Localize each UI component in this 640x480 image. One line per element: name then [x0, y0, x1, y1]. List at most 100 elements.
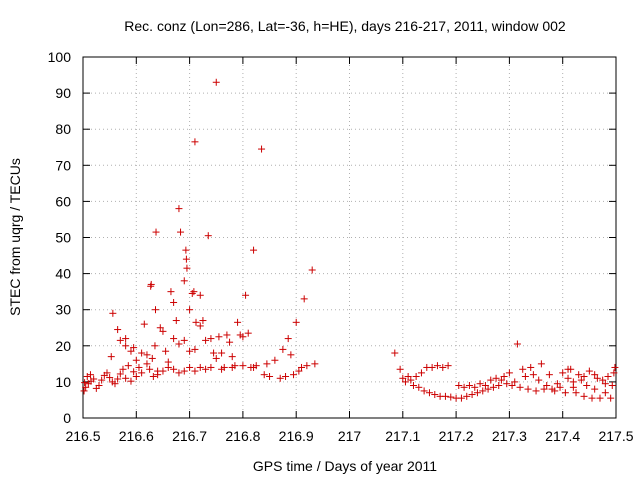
- data-point-marker: [191, 345, 199, 353]
- data-point-marker: [551, 387, 559, 395]
- data-point-marker: [119, 365, 127, 373]
- data-point-marker: [396, 365, 404, 373]
- data-point-marker: [599, 376, 607, 384]
- data-point-marker: [239, 333, 247, 341]
- data-point-marker: [151, 342, 159, 350]
- data-point-marker: [601, 380, 609, 388]
- data-point-marker: [182, 246, 190, 254]
- data-point-marker: [124, 362, 132, 370]
- x-tick-label: 216.8: [225, 428, 260, 444]
- data-point-marker: [138, 349, 146, 357]
- data-point-marker: [460, 383, 468, 391]
- data-point-marker: [82, 383, 90, 391]
- data-point-marker: [250, 246, 258, 254]
- data-point-marker: [417, 369, 425, 377]
- data-points: [80, 78, 619, 402]
- data-point-marker: [535, 376, 543, 384]
- data-point-marker: [180, 277, 188, 285]
- x-tick-label: 216.6: [119, 428, 154, 444]
- data-point-marker: [114, 375, 122, 383]
- data-point-marker: [583, 382, 591, 390]
- y-tick-label: 80: [55, 121, 71, 137]
- data-point-marker: [218, 365, 226, 373]
- data-point-marker: [90, 375, 98, 383]
- x-tick-label: 217.1: [385, 428, 420, 444]
- data-point-marker: [441, 392, 449, 400]
- y-tick-label: 50: [55, 230, 71, 246]
- data-point-marker: [412, 372, 420, 380]
- data-point-marker: [537, 360, 545, 368]
- data-point-marker: [188, 289, 196, 297]
- data-point-marker: [210, 349, 218, 357]
- data-point-marker: [610, 369, 618, 377]
- y-axis-label: STEC from uqrg / TECUs: [7, 158, 23, 316]
- data-point-marker: [212, 78, 220, 86]
- data-point-marker: [122, 342, 130, 350]
- data-point-marker: [399, 374, 407, 382]
- data-point-marker: [140, 320, 148, 328]
- x-tick-label: 217.5: [598, 428, 633, 444]
- data-point-marker: [175, 205, 183, 213]
- data-point-marker: [114, 326, 122, 334]
- data-point-marker: [81, 379, 89, 387]
- data-point-marker: [162, 347, 170, 355]
- data-point-marker: [608, 382, 616, 390]
- data-point-marker: [511, 378, 519, 386]
- x-tick-label: 216.9: [279, 428, 314, 444]
- data-point-marker: [271, 356, 279, 364]
- data-point-marker: [588, 394, 596, 402]
- x-tick-label: 217.4: [545, 428, 580, 444]
- data-point-marker: [258, 145, 266, 153]
- data-point-marker: [601, 389, 609, 397]
- data-point-marker: [276, 374, 284, 382]
- data-point-marker: [138, 369, 146, 377]
- y-tick-label: 100: [48, 49, 72, 65]
- data-point-marker: [218, 349, 226, 357]
- data-point-marker: [95, 382, 103, 390]
- data-point-marker: [186, 306, 194, 314]
- data-point-marker: [444, 362, 452, 370]
- data-point-marker: [147, 280, 155, 288]
- data-point-marker: [116, 336, 124, 344]
- data-point-marker: [505, 369, 513, 377]
- data-point-marker: [290, 371, 298, 379]
- data-point-marker: [585, 367, 593, 375]
- data-point-marker: [513, 340, 521, 348]
- data-point-marker: [164, 363, 172, 371]
- data-point-marker: [86, 371, 94, 379]
- data-point-marker: [311, 360, 319, 368]
- data-point-marker: [167, 288, 175, 296]
- data-point-marker: [593, 374, 601, 382]
- grid-lines: [83, 57, 616, 418]
- data-point-marker: [234, 318, 242, 326]
- data-point-marker: [263, 360, 271, 368]
- data-point-marker: [433, 362, 441, 370]
- data-point-marker: [409, 382, 417, 390]
- x-tick-label: 217.3: [492, 428, 527, 444]
- data-point-marker: [303, 362, 311, 370]
- data-point-marker: [532, 387, 540, 395]
- data-point-marker: [572, 389, 580, 397]
- data-point-marker: [130, 368, 138, 376]
- data-point-marker: [80, 387, 88, 395]
- data-point-marker: [207, 335, 215, 343]
- data-point-marker: [404, 372, 412, 380]
- data-point-marker: [223, 331, 231, 339]
- data-point-marker: [292, 318, 300, 326]
- data-point-marker: [431, 391, 439, 399]
- data-point-marker: [170, 298, 178, 306]
- x-tick-label: 217.2: [439, 428, 474, 444]
- data-point-marker: [226, 338, 234, 346]
- data-point-marker: [175, 369, 183, 377]
- chart-title: Rec. conz (Lon=286, Lat=-36, h=HE), days…: [124, 18, 566, 34]
- data-point-marker: [298, 363, 306, 371]
- data-point-marker: [172, 317, 180, 325]
- x-tick-label: 216.5: [65, 428, 100, 444]
- data-point-marker: [156, 324, 164, 332]
- data-point-marker: [127, 377, 135, 385]
- y-tick-label: 70: [55, 157, 71, 173]
- data-point-marker: [149, 372, 157, 380]
- data-point-marker: [564, 365, 572, 373]
- data-point-marker: [106, 374, 114, 382]
- data-point-marker: [559, 369, 567, 377]
